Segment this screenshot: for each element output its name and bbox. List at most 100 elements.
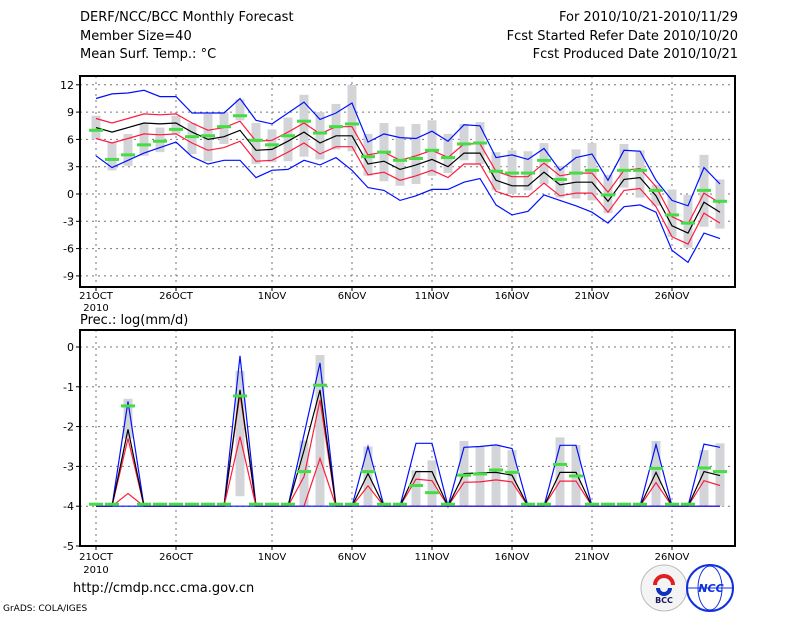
series-mean-line bbox=[96, 389, 721, 508]
ensemble-range-box bbox=[427, 460, 437, 507]
marker bbox=[537, 158, 551, 162]
marker bbox=[409, 484, 423, 488]
series-mean-line bbox=[95, 122, 721, 234]
precip-panel-title: Prec.: log(mm/d) bbox=[80, 313, 189, 328]
marker bbox=[137, 502, 151, 506]
xtick-label: 21NOV bbox=[575, 291, 610, 302]
ytick-label: 3 bbox=[67, 161, 74, 174]
series-max-line bbox=[96, 355, 721, 509]
series-lower-line bbox=[96, 436, 720, 507]
marker bbox=[681, 221, 695, 225]
xtick-year-label: 2010 bbox=[83, 565, 108, 576]
xtick-label: 1NOV bbox=[258, 291, 287, 302]
marker bbox=[697, 188, 711, 192]
marker bbox=[265, 143, 279, 147]
forecast-period: For 2010/10/21-2010/11/29 bbox=[559, 10, 738, 25]
ytick-label: 6 bbox=[67, 133, 74, 146]
forecast-start-date: Fcst Started Refer Date 2010/10/20 bbox=[506, 29, 738, 44]
marker bbox=[601, 193, 615, 197]
marker bbox=[329, 125, 343, 129]
ensemble-range-box bbox=[299, 94, 309, 157]
ensemble-range-box bbox=[107, 142, 117, 171]
ensemble-range-box bbox=[555, 437, 565, 507]
marker bbox=[377, 502, 391, 506]
ytick-label: -4 bbox=[63, 500, 74, 513]
marker bbox=[569, 171, 583, 175]
bcc-logo: BCC bbox=[640, 564, 688, 612]
marker bbox=[457, 473, 471, 477]
marker bbox=[313, 383, 327, 387]
ensemble-range-box bbox=[459, 123, 469, 161]
ensemble-range-box bbox=[395, 126, 405, 186]
marker bbox=[137, 143, 151, 147]
temperature-panel: 12 9 6 3 0 -3 -6 -9 21OCT 26OCT 1NOV 6NOV 11NOV 16NOV… bbox=[60, 75, 736, 314]
marker bbox=[681, 502, 695, 506]
marker bbox=[105, 502, 119, 506]
marker bbox=[185, 502, 199, 506]
forecast-produced-date: Fcst Produced Date 2010/10/21 bbox=[532, 47, 738, 62]
marker bbox=[297, 470, 311, 474]
xtick-label: 16NOV bbox=[495, 291, 530, 302]
marker bbox=[473, 141, 487, 145]
marker bbox=[201, 502, 215, 506]
ensemble-range-box bbox=[123, 133, 133, 166]
marker bbox=[553, 462, 567, 466]
ytick-label: 12 bbox=[60, 79, 74, 92]
xtick-label: 26NOV bbox=[655, 291, 690, 302]
marker bbox=[233, 394, 247, 398]
ensemble-range-box bbox=[475, 446, 485, 507]
marker bbox=[313, 131, 327, 135]
ensemble-range-box bbox=[443, 133, 453, 174]
marker bbox=[249, 502, 263, 506]
marker bbox=[377, 150, 391, 154]
marker bbox=[473, 472, 487, 476]
marker bbox=[665, 213, 679, 217]
marker bbox=[585, 168, 599, 172]
marker bbox=[153, 139, 167, 143]
marker bbox=[281, 134, 295, 138]
marker bbox=[617, 168, 631, 172]
marker bbox=[121, 153, 135, 157]
marker bbox=[505, 171, 519, 175]
ytick-label: 9 bbox=[67, 106, 74, 119]
series-lower-line bbox=[95, 133, 721, 245]
ensemble-range-box bbox=[619, 143, 629, 188]
ensemble-range-box bbox=[411, 123, 421, 184]
xtick-label: 11NOV bbox=[415, 291, 450, 302]
marker bbox=[361, 155, 375, 159]
marker bbox=[169, 502, 183, 506]
marker bbox=[585, 502, 599, 506]
xtick-label: 26OCT bbox=[159, 291, 194, 302]
marker bbox=[89, 502, 103, 506]
xtick-label: 1NOV bbox=[258, 552, 287, 563]
ytick-label: 0 bbox=[67, 188, 74, 201]
ensemble-range-box bbox=[123, 398, 133, 439]
grads-credit: GrADS: COLA/IGES bbox=[3, 604, 88, 614]
marker bbox=[393, 158, 407, 162]
xtick-label: 6NOV bbox=[338, 291, 367, 302]
marker bbox=[153, 502, 167, 506]
series-upper-line bbox=[95, 113, 721, 225]
marker bbox=[521, 502, 535, 506]
marker bbox=[649, 188, 663, 192]
ytick-label: -6 bbox=[63, 243, 74, 256]
marker bbox=[569, 474, 583, 478]
ensemble-range-box bbox=[139, 123, 149, 156]
marker bbox=[105, 157, 119, 161]
ytick-label: -1 bbox=[63, 381, 74, 394]
member-size: Member Size=40 bbox=[80, 29, 192, 44]
ensemble-range-box bbox=[507, 450, 517, 507]
marker bbox=[713, 199, 727, 203]
ensemble-range-box bbox=[187, 123, 197, 154]
marker bbox=[521, 171, 535, 175]
xtick-label: 6NOV bbox=[338, 552, 367, 563]
ytick-label: 0 bbox=[67, 341, 74, 354]
marker bbox=[537, 502, 551, 506]
ytick-label: -5 bbox=[63, 540, 74, 553]
xtick-label: 26OCT bbox=[159, 552, 194, 563]
ensemble-range-box bbox=[235, 370, 245, 497]
xtick-label: 21NOV bbox=[575, 552, 610, 563]
ensemble-range-box bbox=[699, 450, 709, 507]
chart-title: DERF/NCC/BCC Monthly Forecast bbox=[80, 10, 294, 25]
